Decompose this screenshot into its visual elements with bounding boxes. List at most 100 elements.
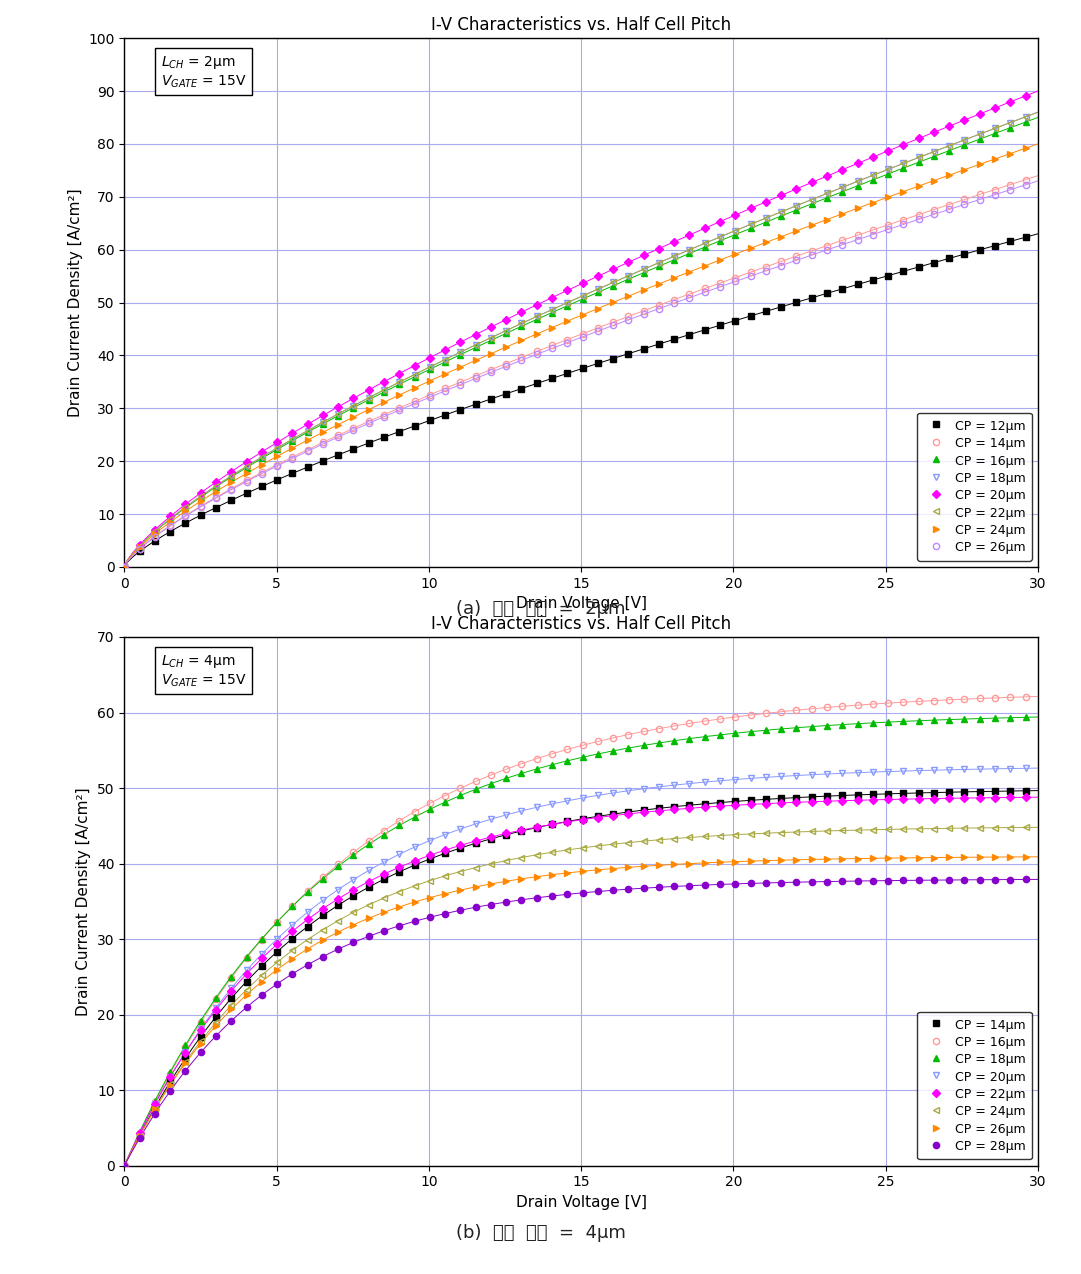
CP = 16μm xyxy=(1019,115,1032,130)
CP = 14μm xyxy=(270,944,283,959)
Line: CP = 12μm: CP = 12μm xyxy=(121,234,1029,569)
CP = 18μm xyxy=(683,731,696,747)
CP = 18μm xyxy=(347,847,360,862)
CP = 26μm xyxy=(424,891,437,906)
CP = 24μm xyxy=(683,264,696,279)
Legend: CP = 14μm, CP = 16μm, CP = 18μm, CP = 20μm, CP = 22μm, CP = 24μm, CP = 26μm, CP : CP = 14μm, CP = 16μm, CP = 18μm, CP = 20… xyxy=(917,1012,1031,1159)
CP = 20μm xyxy=(1019,88,1032,103)
CP = 20μm xyxy=(683,776,696,791)
X-axis label: Drain Voltage [V]: Drain Voltage [V] xyxy=(516,1195,646,1210)
CP = 26μm xyxy=(408,396,421,412)
CP = 16μm xyxy=(408,369,421,385)
CP = 20μm xyxy=(1019,761,1032,776)
Line: CP = 26μm: CP = 26μm xyxy=(121,854,1029,1168)
CP = 26μm xyxy=(683,856,696,871)
CP = 18μm xyxy=(377,382,390,397)
CP = 14μm xyxy=(1019,172,1032,187)
X-axis label: Drain Voltage [V]: Drain Voltage [V] xyxy=(516,596,646,612)
CP = 26μm xyxy=(424,390,437,405)
CP = 14μm xyxy=(270,457,283,473)
CP = 26μm xyxy=(118,1158,131,1173)
CP = 18μm xyxy=(683,242,696,257)
Line: CP = 20μm: CP = 20μm xyxy=(121,766,1029,1168)
CP = 24μm xyxy=(347,409,360,424)
CP = 22μm xyxy=(408,854,421,869)
CP = 14μm xyxy=(683,287,696,302)
CP = 28μm xyxy=(424,910,437,925)
CP = 14μm xyxy=(347,420,360,436)
CP = 16μm xyxy=(683,716,696,731)
CP = 12μm xyxy=(377,429,390,445)
CP = 24μm xyxy=(1019,819,1032,834)
CP = 18μm xyxy=(1019,710,1032,725)
CP = 22μm xyxy=(1019,110,1032,125)
CP = 26μm xyxy=(408,894,421,910)
CP = 18μm xyxy=(408,367,421,382)
CP = 26μm xyxy=(1019,177,1032,192)
CP = 16μm xyxy=(683,246,696,261)
Line: CP = 18μm: CP = 18μm xyxy=(121,715,1029,1168)
CP = 14μm xyxy=(424,387,437,403)
CP = 16μm xyxy=(377,823,390,838)
CP = 14μm xyxy=(377,406,390,422)
CP = 18μm xyxy=(347,399,360,414)
CP = 16μm xyxy=(270,915,283,930)
Line: CP = 24μm: CP = 24μm xyxy=(121,824,1029,1168)
Line: CP = 14μm: CP = 14μm xyxy=(121,787,1029,1168)
CP = 20μm xyxy=(118,1158,131,1173)
CP = 14μm xyxy=(683,798,696,813)
CP = 16μm xyxy=(424,796,437,812)
CP = 14μm xyxy=(408,394,421,409)
CP = 24μm xyxy=(1019,140,1032,155)
Line: CP = 20μm: CP = 20μm xyxy=(121,93,1029,569)
CP = 24μm xyxy=(424,873,437,888)
Text: $L_{CH}$ = 4μm
$V_{GATE}$ = 15V: $L_{CH}$ = 4μm $V_{GATE}$ = 15V xyxy=(161,652,246,689)
CP = 28μm xyxy=(118,1158,131,1173)
CP = 22μm xyxy=(377,382,390,397)
Line: CP = 28μm: CP = 28μm xyxy=(121,877,1029,1168)
CP = 24μm xyxy=(408,878,421,893)
CP = 20μm xyxy=(408,358,421,373)
CP = 28μm xyxy=(270,976,283,991)
Line: CP = 24μm: CP = 24μm xyxy=(121,145,1029,569)
CP = 18μm xyxy=(270,915,283,930)
CP = 20μm xyxy=(377,855,390,870)
CP = 16μm xyxy=(377,385,390,400)
CP = 22μm xyxy=(424,847,437,862)
CP = 24μm xyxy=(118,559,131,575)
CP = 24μm xyxy=(270,448,283,464)
Text: (b)  채널  길이  =  4μm: (b) 채널 길이 = 4μm xyxy=(455,1224,626,1242)
CP = 18μm xyxy=(1019,110,1032,125)
CP = 20μm xyxy=(347,871,360,887)
CP = 16μm xyxy=(424,362,437,377)
CP = 20μm xyxy=(424,350,437,366)
CP = 12μm xyxy=(408,418,421,433)
CP = 26μm xyxy=(377,905,390,920)
Line: CP = 16μm: CP = 16μm xyxy=(121,693,1029,1168)
CP = 26μm xyxy=(377,409,390,424)
CP = 26μm xyxy=(683,290,696,306)
Text: (a)  채널  길이  =  2μm: (a) 채널 길이 = 2μm xyxy=(456,600,625,618)
CP = 14μm xyxy=(118,559,131,575)
CP = 26μm xyxy=(270,962,283,977)
CP = 24μm xyxy=(347,905,360,920)
CP = 22μm xyxy=(270,441,283,456)
CP = 24μm xyxy=(377,891,390,906)
Title: I-V Characteristics vs. Half Cell Pitch: I-V Characteristics vs. Half Cell Pitch xyxy=(431,15,731,34)
CP = 16μm xyxy=(118,559,131,575)
CP = 14μm xyxy=(408,857,421,873)
CP = 18μm xyxy=(118,559,131,575)
CP = 26μm xyxy=(118,559,131,575)
CP = 16μm xyxy=(118,1158,131,1173)
CP = 12μm xyxy=(347,441,360,456)
CP = 20μm xyxy=(270,434,283,450)
CP = 18μm xyxy=(424,359,437,375)
CP = 22μm xyxy=(347,399,360,414)
CP = 26μm xyxy=(1019,850,1032,865)
CP = 28μm xyxy=(347,935,360,950)
CP = 14μm xyxy=(347,888,360,903)
CP = 22μm xyxy=(377,866,390,882)
CP = 14μm xyxy=(377,871,390,887)
CP = 18μm xyxy=(118,1158,131,1173)
CP = 18μm xyxy=(377,827,390,842)
